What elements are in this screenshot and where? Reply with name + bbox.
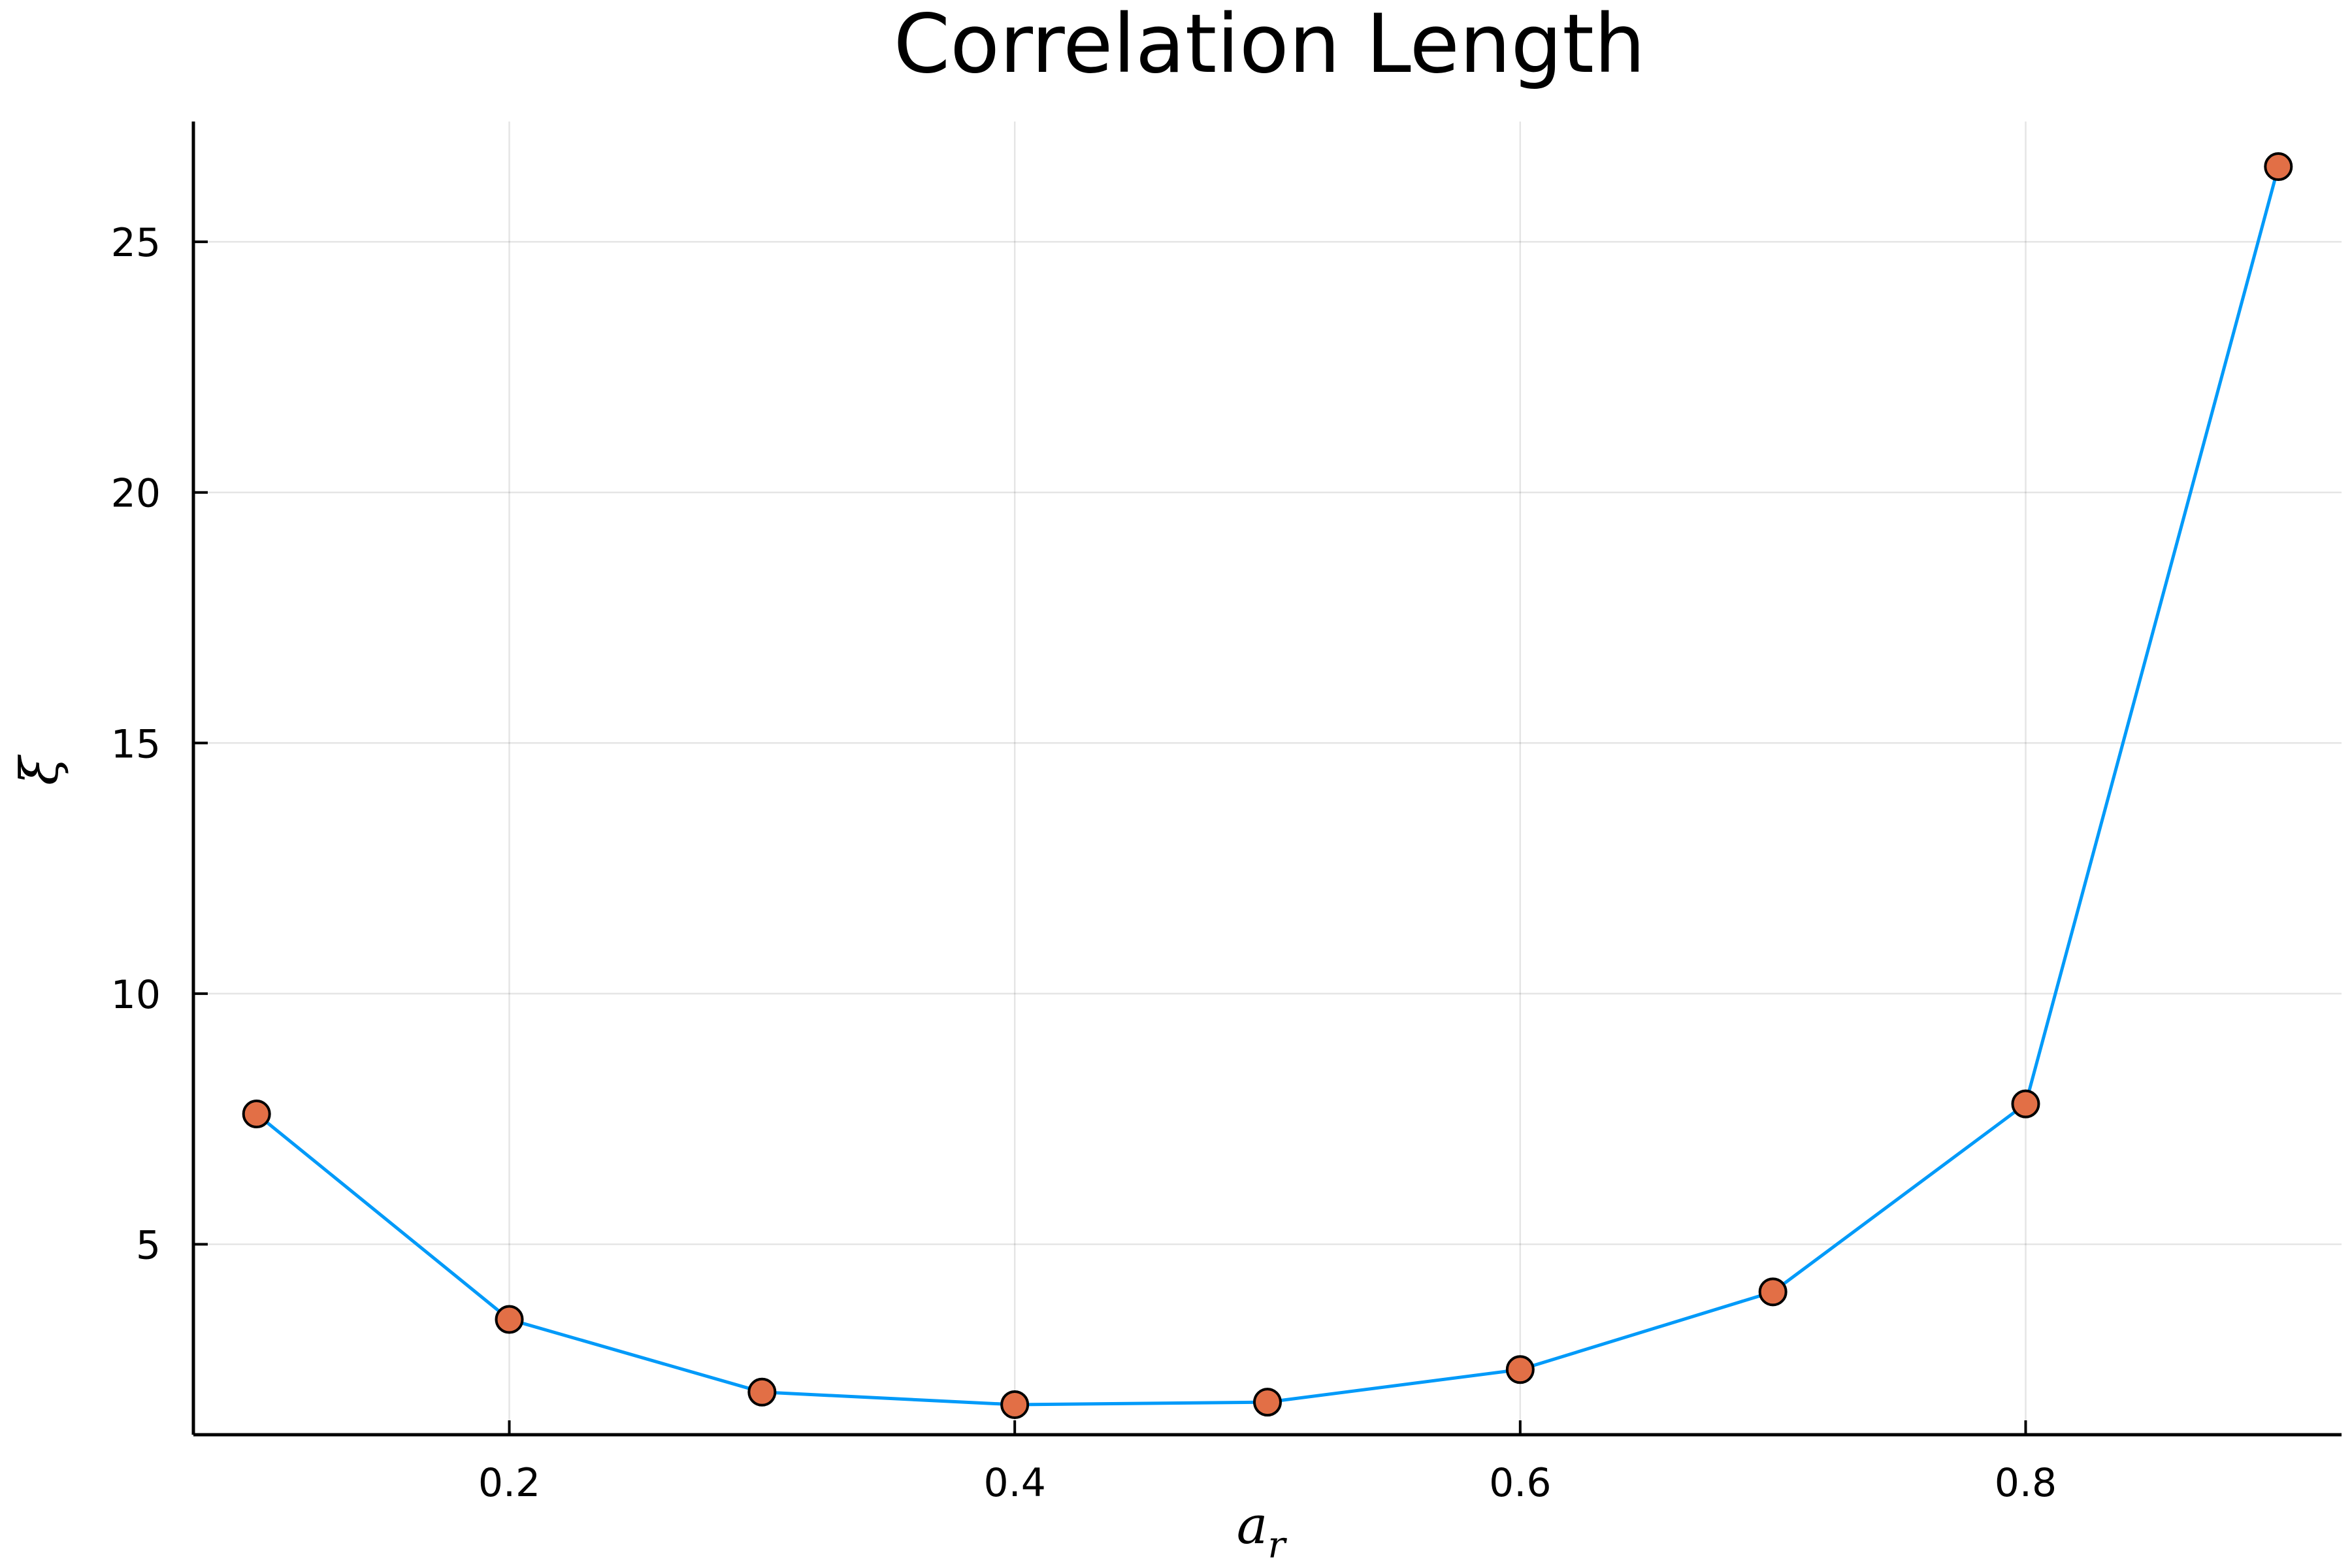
- x-axis-label-subscript: r: [1267, 1524, 1287, 1567]
- data-point-marker: [242, 1100, 271, 1129]
- axes: [191, 122, 2342, 1437]
- data-point-marker: [495, 1305, 524, 1334]
- x-tick-label: 0.2: [478, 1460, 540, 1506]
- y-tick-label: 10: [111, 972, 161, 1018]
- y-tick-label: 20: [111, 471, 161, 517]
- data-point-marker: [1253, 1388, 1282, 1417]
- x-tick-label: 0.8: [1995, 1460, 2057, 1506]
- x-tick-label: 0.6: [1489, 1460, 1551, 1506]
- data-point-marker: [747, 1377, 777, 1407]
- tick-labels: 0.2 0.4 0.6 0.8 5 10 15 20 25: [111, 220, 2057, 1506]
- x-tick-label: 0.4: [983, 1460, 1045, 1506]
- grid-lines: [193, 122, 2342, 1435]
- data-point-marker: [2011, 1089, 2040, 1119]
- y-tick-label: 25: [111, 220, 161, 266]
- data-point-marker: [1505, 1355, 1535, 1384]
- y-axis-label: ξ: [9, 754, 70, 785]
- data-point-marker: [2264, 152, 2293, 182]
- data-series: [242, 152, 2293, 1419]
- data-point-marker: [1000, 1390, 1030, 1419]
- x-axis-label: ar: [1237, 1495, 1288, 1567]
- chart-title: Correlation Length: [894, 0, 1646, 91]
- x-axis-label-main: a: [1237, 1495, 1268, 1556]
- y-tick-label: 15: [111, 721, 161, 767]
- data-point-marker: [1758, 1277, 1788, 1307]
- y-tick-label: 5: [136, 1222, 161, 1268]
